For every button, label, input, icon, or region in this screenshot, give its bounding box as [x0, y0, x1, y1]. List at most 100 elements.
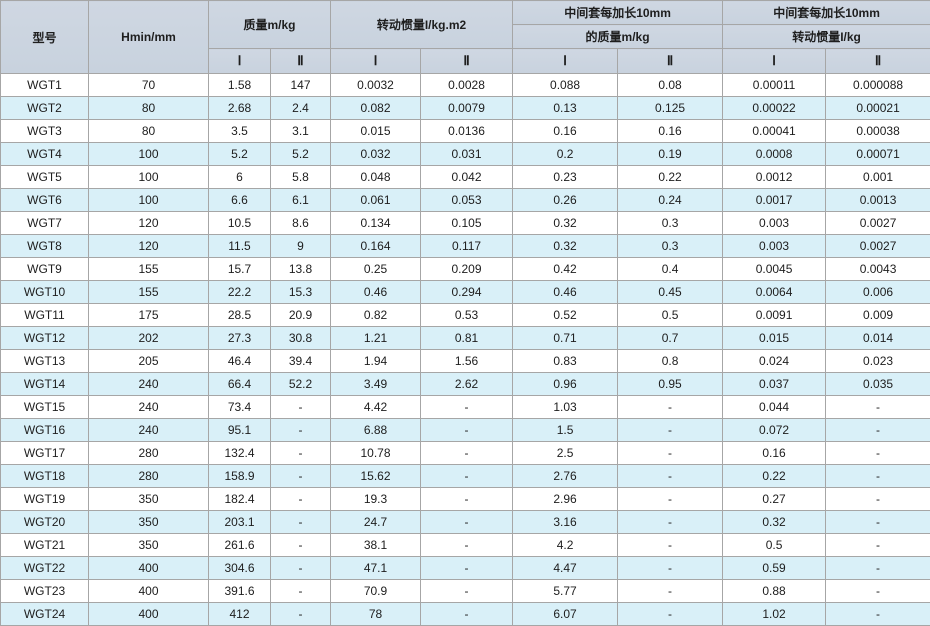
cell-value: 120	[89, 212, 209, 235]
cell-value: 10.5	[209, 212, 271, 235]
cell-model: WGT5	[1, 166, 89, 189]
header-mass-group: 质量m/kg	[209, 1, 331, 49]
cell-model: WGT12	[1, 327, 89, 350]
cell-value: 100	[89, 189, 209, 212]
cell-value: 3.1	[271, 120, 331, 143]
cell-value: 203.1	[209, 511, 271, 534]
cell-model: WGT7	[1, 212, 89, 235]
cell-value: 0.031	[421, 143, 513, 166]
cell-value: 0.0012	[723, 166, 826, 189]
cell-value: 0.52	[513, 304, 618, 327]
cell-value: 0.088	[513, 74, 618, 97]
cell-value: -	[618, 488, 723, 511]
cell-value: 78	[331, 603, 421, 626]
cell-value: 0.5	[618, 304, 723, 327]
cell-model: WGT11	[1, 304, 89, 327]
cell-value: 0.59	[723, 557, 826, 580]
cell-value: -	[421, 603, 513, 626]
cell-value: -	[618, 419, 723, 442]
cell-value: 5.2	[209, 143, 271, 166]
cell-value: 0.3	[618, 212, 723, 235]
cell-value: 0.23	[513, 166, 618, 189]
cell-value: -	[271, 419, 331, 442]
cell-value: 0.96	[513, 373, 618, 396]
cell-value: -	[618, 511, 723, 534]
cell-value: 0.164	[331, 235, 421, 258]
cell-value: 0.134	[331, 212, 421, 235]
cell-value: 0.81	[421, 327, 513, 350]
cell-value: 0.072	[723, 419, 826, 442]
cell-value: 0.032	[331, 143, 421, 166]
cell-value: 350	[89, 511, 209, 534]
cell-value: 6.1	[271, 189, 331, 212]
cell-value: 0.001	[826, 166, 930, 189]
cell-value: 0.042	[421, 166, 513, 189]
cell-value: 0.00071	[826, 143, 930, 166]
header-inertia-sub-ii: Ⅱ	[421, 49, 513, 74]
cell-value: 10.78	[331, 442, 421, 465]
cell-model: WGT10	[1, 281, 89, 304]
cell-value: -	[826, 534, 930, 557]
cell-value: 1.02	[723, 603, 826, 626]
cell-value: 412	[209, 603, 271, 626]
cell-value: 0.0013	[826, 189, 930, 212]
cell-value: 0.46	[331, 281, 421, 304]
cell-value: -	[421, 511, 513, 534]
cell-value: -	[421, 488, 513, 511]
cell-value: -	[826, 557, 930, 580]
cell-value: -	[826, 396, 930, 419]
header-ext-mass-subtitle: 的质量m/kg	[513, 25, 723, 49]
cell-value: 0.044	[723, 396, 826, 419]
cell-value: -	[826, 465, 930, 488]
cell-value: 0.00041	[723, 120, 826, 143]
cell-value: 4.2	[513, 534, 618, 557]
cell-value: 0.048	[331, 166, 421, 189]
cell-value: 20.9	[271, 304, 331, 327]
header-mass-sub-i: Ⅰ	[209, 49, 271, 74]
cell-value: 0.015	[723, 327, 826, 350]
cell-value: 0.294	[421, 281, 513, 304]
cell-value: 70	[89, 74, 209, 97]
cell-value: 0.24	[618, 189, 723, 212]
header-ext-mass-sub-ii: Ⅱ	[618, 49, 723, 74]
cell-value: 350	[89, 488, 209, 511]
cell-value: 70.9	[331, 580, 421, 603]
cell-value: -	[421, 442, 513, 465]
cell-value: 4.42	[331, 396, 421, 419]
cell-value: 1.56	[421, 350, 513, 373]
cell-value: 0.006	[826, 281, 930, 304]
cell-value: 240	[89, 396, 209, 419]
cell-value: 240	[89, 373, 209, 396]
cell-value: 22.2	[209, 281, 271, 304]
cell-value: 0.82	[331, 304, 421, 327]
cell-value: 205	[89, 350, 209, 373]
header-ext-inertia-sub-ii: Ⅱ	[826, 49, 930, 74]
cell-value: 158.9	[209, 465, 271, 488]
cell-value: -	[421, 396, 513, 419]
cell-value: -	[271, 511, 331, 534]
cell-value: 6.07	[513, 603, 618, 626]
cell-value: 1.94	[331, 350, 421, 373]
cell-value: 0.0008	[723, 143, 826, 166]
cell-model: WGT17	[1, 442, 89, 465]
cell-value: -	[618, 557, 723, 580]
cell-value: 400	[89, 603, 209, 626]
cell-value: 240	[89, 419, 209, 442]
cell-value: -	[421, 419, 513, 442]
cell-model: WGT15	[1, 396, 89, 419]
cell-value: 0.8	[618, 350, 723, 373]
cell-value: 38.1	[331, 534, 421, 557]
cell-value: 132.4	[209, 442, 271, 465]
